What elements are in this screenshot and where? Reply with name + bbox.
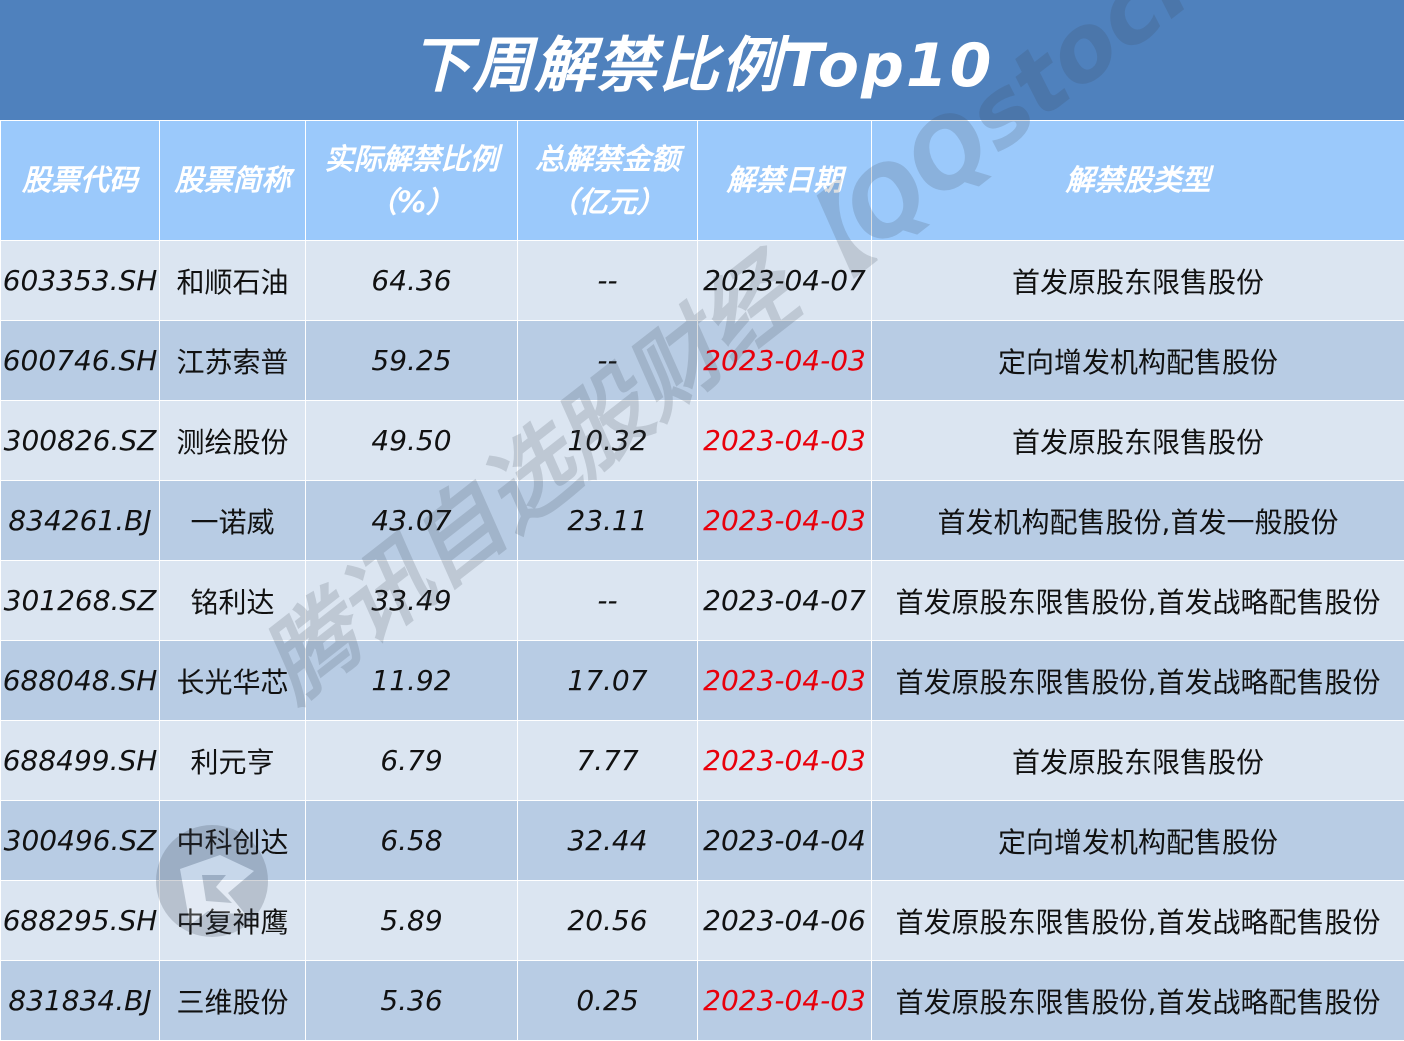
cell-date: 2023-04-03 <box>697 640 872 721</box>
cell-type: 首发原股东限售股份 <box>871 240 1404 321</box>
table-row: 688295.SH 中复神鹰 5.89 20.56 2023-04-06 首发原股东限售股… <box>0 880 1404 961</box>
cell-amount: 7.77 <box>517 720 698 801</box>
cell-date: 2023-04-04 <box>697 800 872 881</box>
cell-date: 2023-04-03 <box>697 720 872 801</box>
cell-ratio: 49.50 <box>305 400 518 481</box>
cell-code: 600746.SH <box>0 320 160 401</box>
table-row: 301268.SZ 铭利达 33.49 -- 2023-04-07 首发原股东限售股份,首… <box>0 560 1404 641</box>
table-row: 831834.BJ 三维股份 5.36 0.25 2023-04-03 首发原股东限售股份… <box>0 960 1404 1041</box>
cell-amount: 20.56 <box>517 880 698 961</box>
cell-amount: -- <box>517 320 698 401</box>
cell-ratio: 59.25 <box>305 320 518 401</box>
cell-ratio: 6.79 <box>305 720 518 801</box>
table-row: 688499.SH 利元亨 6.79 7.77 2023-04-03 首发原股东限售股份 <box>0 720 1404 801</box>
cell-type: 首发机构配售股份,首发一般股份 <box>871 480 1404 561</box>
cell-name: 中复神鹰 <box>159 880 306 961</box>
cell-date: 2023-04-06 <box>697 880 872 961</box>
cell-amount: 32.44 <box>517 800 698 881</box>
cell-type: 首发原股东限售股份,首发战略配售股份 <box>871 960 1404 1041</box>
cell-code: 688499.SH <box>0 720 160 801</box>
cell-ratio: 43.07 <box>305 480 518 561</box>
table-row: 600746.SH 江苏索普 59.25 -- 2023-04-03 定向增发机构配售股份 <box>0 320 1404 401</box>
table-row: 688048.SH 长光华芯 11.92 17.07 2023-04-03 首发原股东限售… <box>0 640 1404 721</box>
cell-date: 2023-04-03 <box>697 320 872 401</box>
cell-name: 江苏索普 <box>159 320 306 401</box>
cell-amount: 10.32 <box>517 400 698 481</box>
unlock-ratio-table: 股票代码 股票简称 实际解禁比例 （%） 总解禁金额 （亿元） 解禁日期 解禁股… <box>0 120 1404 1041</box>
cell-amount: 0.25 <box>517 960 698 1041</box>
cell-name: 利元亨 <box>159 720 306 801</box>
cell-name: 长光华芯 <box>159 640 306 721</box>
cell-date: 2023-04-03 <box>697 400 872 481</box>
cell-amount: 23.11 <box>517 480 698 561</box>
cell-code: 834261.BJ <box>0 480 160 561</box>
header-type: 解禁股类型 <box>871 120 1404 241</box>
cell-code: 603353.SH <box>0 240 160 321</box>
table-row: 300826.SZ 测绘股份 49.50 10.32 2023-04-03 首发原股东限售… <box>0 400 1404 481</box>
cell-ratio: 6.58 <box>305 800 518 881</box>
cell-ratio: 5.89 <box>305 880 518 961</box>
table-header-row: 股票代码 股票简称 实际解禁比例 （%） 总解禁金额 （亿元） 解禁日期 解禁股… <box>0 120 1404 241</box>
cell-ratio: 11.92 <box>305 640 518 721</box>
header-code: 股票代码 <box>0 120 160 241</box>
cell-type: 首发原股东限售股份,首发战略配售股份 <box>871 560 1404 641</box>
cell-code: 301268.SZ <box>0 560 160 641</box>
cell-amount: 17.07 <box>517 640 698 721</box>
cell-name: 三维股份 <box>159 960 306 1041</box>
cell-date: 2023-04-07 <box>697 560 872 641</box>
cell-type: 定向增发机构配售股份 <box>871 320 1404 401</box>
cell-type: 定向增发机构配售股份 <box>871 800 1404 881</box>
cell-code: 688048.SH <box>0 640 160 721</box>
header-date: 解禁日期 <box>697 120 872 241</box>
cell-code: 300826.SZ <box>0 400 160 481</box>
cell-amount: -- <box>517 560 698 641</box>
cell-name: 中科创达 <box>159 800 306 881</box>
cell-date: 2023-04-03 <box>697 960 872 1041</box>
cell-type: 首发原股东限售股份,首发战略配售股份 <box>871 880 1404 961</box>
cell-type: 首发原股东限售股份 <box>871 720 1404 801</box>
cell-date: 2023-04-03 <box>697 480 872 561</box>
cell-amount: -- <box>517 240 698 321</box>
header-amount-line1: 总解禁金额 <box>534 142 680 177</box>
cell-code: 831834.BJ <box>0 960 160 1041</box>
title-bar: 下周解禁比例Top10 <box>0 0 1404 120</box>
table-row: 603353.SH 和顺石油 64.36 -- 2023-04-07 首发原股东限售股份 <box>0 240 1404 321</box>
cell-ratio: 64.36 <box>305 240 518 321</box>
header-ratio-line1: 实际解禁比例 <box>324 142 499 177</box>
table-row: 834261.BJ 一诺威 43.07 23.11 2023-04-03 首发机构配售股份… <box>0 480 1404 561</box>
cell-code: 688295.SH <box>0 880 160 961</box>
cell-name: 测绘股份 <box>159 400 306 481</box>
cell-ratio: 5.36 <box>305 960 518 1041</box>
cell-name: 和顺石油 <box>159 240 306 321</box>
header-amount: 总解禁金额 （亿元） <box>517 120 698 241</box>
cell-name: 一诺威 <box>159 480 306 561</box>
cell-type: 首发原股东限售股份 <box>871 400 1404 481</box>
header-name: 股票简称 <box>159 120 306 241</box>
header-ratio-line2: （%） <box>367 184 456 219</box>
cell-ratio: 33.49 <box>305 560 518 641</box>
header-amount-line2: （亿元） <box>549 184 666 219</box>
page-title: 下周解禁比例Top10 <box>410 30 994 101</box>
table-body: 603353.SH 和顺石油 64.36 -- 2023-04-07 首发原股东限售股份 6… <box>0 240 1404 1041</box>
cell-name: 铭利达 <box>159 560 306 641</box>
cell-date: 2023-04-07 <box>697 240 872 321</box>
table-row: 300496.SZ 中科创达 6.58 32.44 2023-04-04 定向增发机构配售… <box>0 800 1404 881</box>
header-ratio: 实际解禁比例 （%） <box>305 120 518 241</box>
cell-type: 首发原股东限售股份,首发战略配售股份 <box>871 640 1404 721</box>
cell-code: 300496.SZ <box>0 800 160 881</box>
